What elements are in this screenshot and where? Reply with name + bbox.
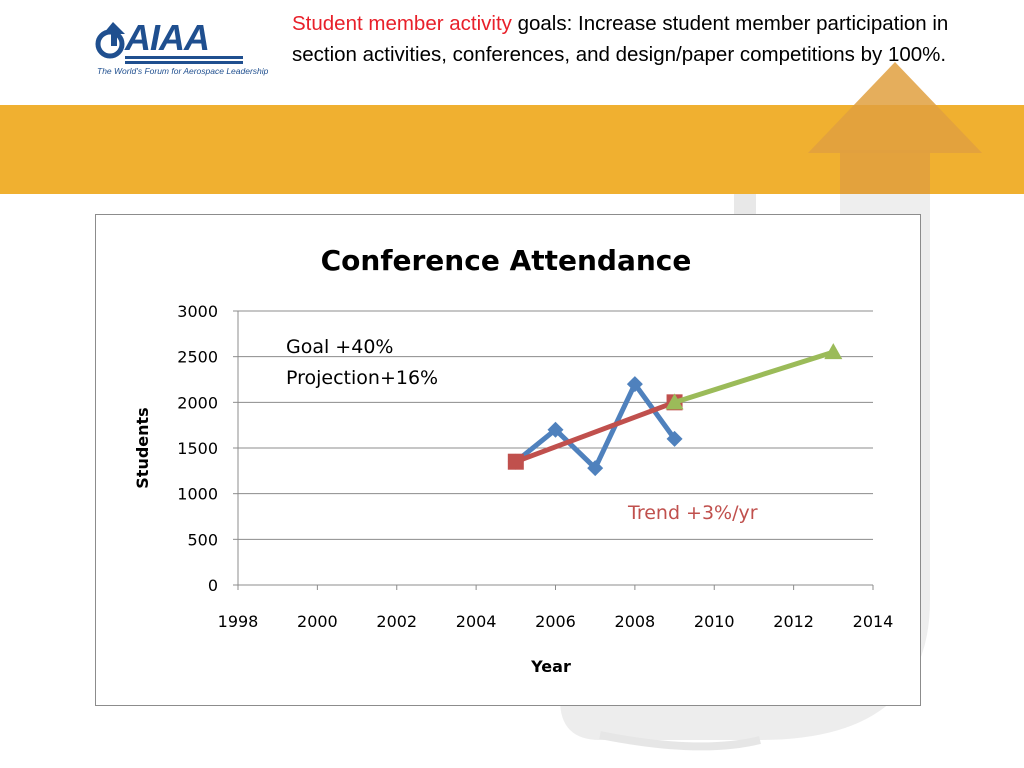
axes	[233, 310, 874, 590]
up-arrow-shaft	[840, 150, 930, 194]
header-highlight: Student member activity	[292, 12, 512, 35]
x-axis-title: Year	[530, 657, 571, 676]
series-0-point-3	[626, 376, 643, 393]
x-tick-label-2012: 2012	[773, 612, 814, 631]
y-tick-label-0: 0	[208, 576, 218, 595]
data-series	[507, 343, 843, 477]
x-tick-label-2004: 2004	[456, 612, 497, 631]
x-tick-label-2006: 2006	[535, 612, 576, 631]
x-tick-label-2000: 2000	[297, 612, 338, 631]
x-tick-label-2014: 2014	[853, 612, 894, 631]
y-tick-label-3000: 3000	[177, 302, 218, 321]
annotation-projection: Projection+16%	[286, 367, 438, 389]
logo-underline	[125, 56, 243, 64]
series-1-point-0	[507, 453, 524, 470]
y-tick-label-1000: 1000	[177, 485, 218, 504]
up-arrow-head	[808, 62, 982, 153]
logo-emblem-icon	[95, 22, 125, 59]
x-tick-labels: 1998 2000 2002 2004 2006 2008 2010 2012 2014	[218, 612, 894, 631]
header-body: goals: Increase student member participa…	[292, 12, 949, 66]
y-tick-label-500: 500	[187, 530, 218, 549]
y-axis-title: Students	[133, 407, 152, 488]
chart-frame: Conference Attendance 0 500 1000 1500 2000 25…	[95, 214, 921, 706]
x-tick-label-2008: 2008	[615, 612, 656, 631]
slide-header: Student member activity goals: Increase …	[292, 8, 992, 70]
y-tick-label-1500: 1500	[177, 439, 218, 458]
series-0-line	[514, 381, 677, 471]
annotation-trend: Trend +3%/yr	[627, 502, 758, 524]
y-tick-label-2500: 2500	[177, 348, 218, 367]
logo-tagline: The World's Forum for Aerospace Leadersh…	[97, 66, 269, 76]
x-tick-label-2002: 2002	[376, 612, 417, 631]
series-0-point-2	[587, 460, 604, 477]
series-2-point-1	[824, 343, 843, 360]
chart-title: Conference Attendance	[321, 244, 692, 277]
y-tick-label-2000: 2000	[177, 393, 218, 412]
series-0-point-4	[666, 430, 683, 447]
x-tick-label-2010: 2010	[694, 612, 735, 631]
series-0-point-1	[547, 421, 564, 438]
series-2-point-0	[665, 393, 684, 410]
annotation-goal: Goal +40%	[286, 336, 393, 358]
aiaa-logo: AIAA The World's Forum for Aerospace Lea…	[95, 14, 268, 84]
series-2-line	[673, 349, 835, 405]
conference-attendance-chart: Conference Attendance 0 500 1000 1500 2000 25…	[133, 244, 894, 676]
x-tick-label-1998: 1998	[218, 612, 259, 631]
y-tick-labels: 0 500 1000 1500 2000 2500 3000	[177, 302, 218, 595]
logo-wordmark: AIAA	[125, 17, 210, 58]
series-1-line	[514, 399, 676, 465]
